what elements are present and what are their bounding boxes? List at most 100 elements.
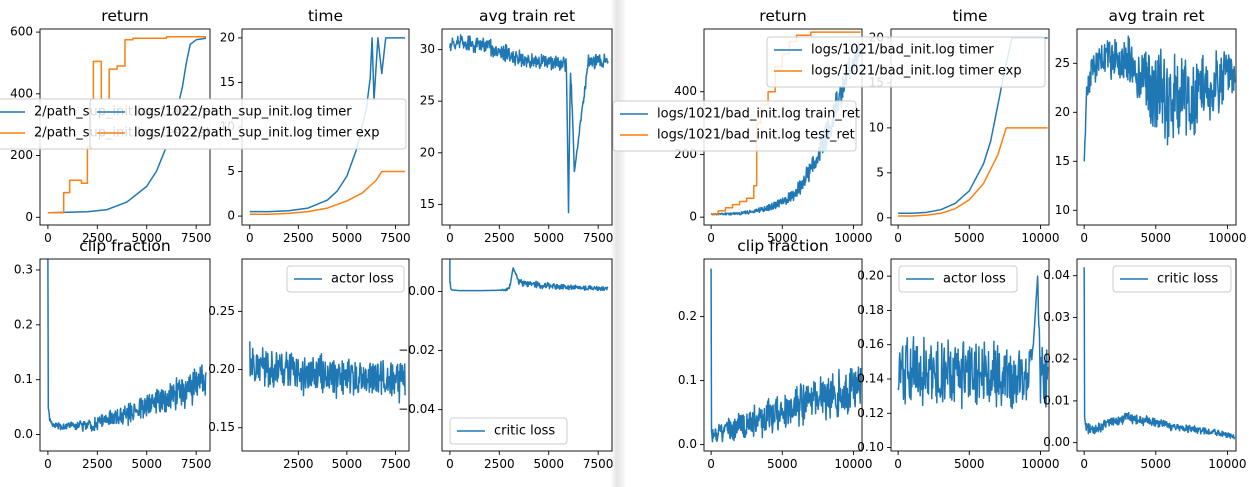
axes-frame — [441, 258, 613, 452]
y-tick-label: −0.02 — [398, 343, 435, 357]
y-tick-label: 0.2 — [678, 309, 697, 323]
x-tick-label: 0 — [446, 231, 454, 245]
axes-frame — [1076, 28, 1237, 226]
chart-title: return — [101, 7, 148, 25]
chart-2-avg-train-ret: 0 2500 5000 7500 15 20 25 30 avg train ret — [420, 7, 614, 245]
plot-area — [1083, 267, 1236, 440]
legend: logs/1021/bad_init.log train_ret logs/102… — [612, 100, 860, 152]
chart-title: time — [952, 7, 987, 25]
legend-label: actor loss — [943, 272, 1006, 287]
plot-area — [47, 35, 207, 214]
y-tick-label: 200 — [10, 148, 33, 162]
y-tick-label: −0.04 — [398, 402, 435, 416]
y-tick-label: 10 — [869, 120, 884, 134]
x-tick-label: 7500 — [380, 231, 411, 245]
chart-9-clip-fraction: 0 5000 10000 0.0 0.1 0.2 clip fraction — [678, 237, 873, 471]
series-line-0 — [249, 341, 406, 404]
plot-area — [449, 259, 609, 292]
x-tick-label: 5000 — [1141, 457, 1172, 471]
y-tick-label: 0.03 — [1043, 310, 1070, 324]
x-tick-label: 5000 — [1141, 231, 1172, 245]
y-tick-label: 0.1 — [678, 373, 697, 387]
chart-title: clip fraction — [79, 237, 170, 255]
legend-label: logs/1022/path_sup_init.log timer — [134, 105, 352, 120]
legend-label: critic loss — [1157, 272, 1218, 287]
legend-label: logs/1021/bad_init.log timer exp — [811, 64, 1022, 79]
chart-1-time: 025005000750005101520timelogs/1022/path_… — [89, 7, 411, 245]
y-tick-label: 0.20 — [857, 269, 884, 283]
legend-label: critic loss — [494, 424, 555, 439]
x-tick-label: 5000 — [767, 457, 798, 471]
x-tick-label: 5000 — [533, 457, 564, 471]
x-tick-label: 10000 — [834, 457, 872, 471]
x-tick-label: 0 — [1080, 457, 1088, 471]
chart-4-loss: 2500 5000 7500 0.15 0.20 0.25 actor loss — [208, 258, 411, 471]
y-tick-label: 20 — [420, 145, 435, 159]
legend-box — [766, 36, 1046, 88]
x-tick-label: 5000 — [954, 231, 985, 245]
y-tick-label: 20 — [1055, 105, 1070, 119]
series-line-1 — [47, 35, 206, 214]
y-tick-label: 5 — [227, 164, 235, 178]
axes-frame — [441, 28, 613, 226]
x-tick-label: 10000 — [834, 231, 872, 245]
x-tick-label: 0 — [894, 231, 902, 245]
plot-area — [897, 275, 1049, 410]
y-tick-label: 10 — [1055, 203, 1070, 217]
y-tick-label: 0.00 — [408, 284, 435, 298]
y-tick-label: 15 — [420, 197, 435, 211]
x-tick-label: 7500 — [181, 231, 212, 245]
x-tick-label: 2500 — [283, 457, 314, 471]
y-tick-label: 15 — [1055, 154, 1070, 168]
y-tick-label: 0.10 — [857, 440, 884, 454]
legend-box — [1112, 265, 1232, 293]
legend: actor loss — [286, 265, 405, 293]
chart-title: time — [308, 7, 343, 25]
axes-frame — [1076, 258, 1237, 452]
y-tick-label: 0.25 — [208, 304, 235, 318]
plot-area — [47, 259, 207, 432]
y-tick-label: 30 — [420, 42, 435, 56]
legend-label: logs/1021/bad_init.log timer — [811, 43, 994, 58]
legend-label: logs/1021/bad_init.log test_ret — [657, 128, 855, 143]
y-tick-label: 0 — [689, 210, 697, 224]
x-tick-label: 0 — [44, 457, 52, 471]
legend-label: logs/1022/path_sup_init.log timer exp — [134, 126, 379, 141]
y-tick-label: 0.16 — [857, 337, 884, 351]
x-tick-label: 10000 — [1021, 457, 1059, 471]
chart-title: return — [759, 7, 806, 25]
x-tick-label: 5000 — [767, 231, 798, 245]
axes-frame — [39, 258, 211, 452]
y-tick-label: 400 — [10, 86, 33, 100]
y-tick-label: 0.12 — [857, 406, 884, 420]
x-tick-label: 5000 — [954, 457, 985, 471]
x-tick-label: 5000 — [533, 231, 564, 245]
x-tick-label: 10000 — [1208, 457, 1246, 471]
x-tick-label: 0 — [707, 457, 715, 471]
legend: critic loss — [449, 417, 568, 445]
y-tick-label: 20 — [220, 30, 235, 44]
y-tick-label: 600 — [10, 25, 33, 39]
chart-8-avg-train-ret: 0 5000 10000 10 15 20 25 avg train ret — [1055, 7, 1247, 245]
chart-7-time: 050001000005101520timelogs/1021/bad_init… — [766, 7, 1060, 245]
y-tick-label: 0.15 — [208, 420, 235, 434]
series-line-1 — [249, 170, 406, 216]
axes-frame — [241, 258, 410, 452]
chart-title: avg train ret — [479, 7, 575, 25]
y-tick-label: 0.0 — [678, 437, 697, 451]
y-tick-label: 0.3 — [14, 262, 33, 276]
legend-label: actor loss — [331, 272, 394, 287]
chart-title: avg train ret — [1108, 7, 1204, 25]
y-tick-label: 0.20 — [208, 362, 235, 376]
y-tick-label: 25 — [1055, 56, 1070, 70]
x-tick-label: 5000 — [332, 231, 363, 245]
plot-area — [1083, 35, 1236, 162]
legend: critic loss — [1112, 265, 1232, 293]
axes-frame — [890, 258, 1050, 452]
series-line-0 — [897, 275, 1049, 410]
x-tick-label: 0 — [707, 231, 715, 245]
legend: logs/1021/bad_init.log timer logs/1021/ba… — [766, 36, 1046, 88]
y-tick-label: 5 — [876, 165, 884, 179]
y-tick-label: 0.14 — [857, 372, 884, 386]
